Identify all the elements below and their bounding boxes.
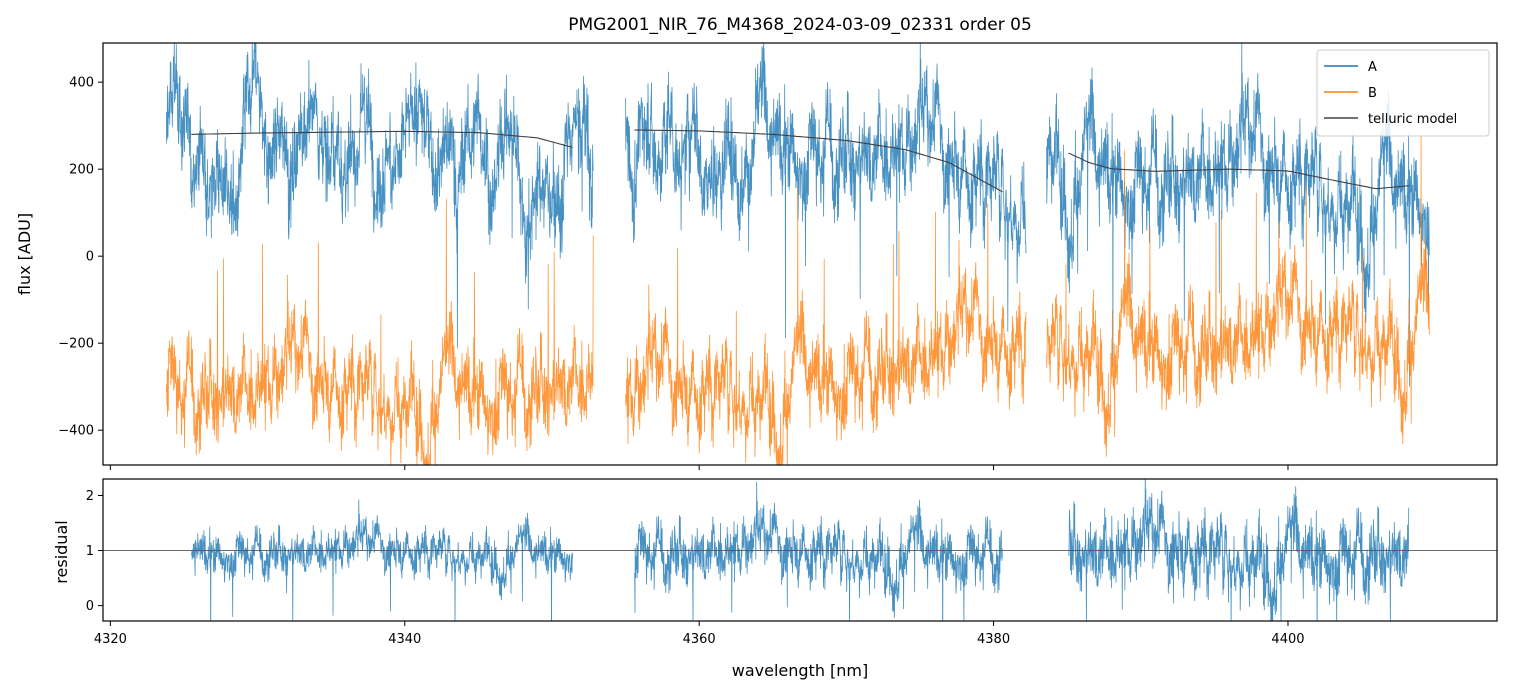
legend-frame	[1316, 49, 1490, 137]
spectrum-y-tick-label: −400	[58, 424, 94, 439]
series-residual-segment-3	[1068, 479, 1410, 621]
series-a-segment-2	[625, 43, 1027, 339]
series-telluric-model-line-1	[191, 130, 573, 148]
residual-panel: 0 1 2 4320 4340 4360 4380 4400 residual wavele…	[52, 478, 1498, 680]
x-tick-label: 4400	[1271, 632, 1304, 647]
residual-y-tick-label: 0	[86, 599, 94, 614]
legend: A B telluric model	[1316, 49, 1490, 137]
x-axis-label: wavelength [nm]	[732, 661, 869, 680]
series-b-line-2	[625, 188, 1027, 465]
series-a-line-2	[625, 43, 1027, 339]
series-residual-line-1	[190, 499, 573, 621]
x-tick-label: 4380	[977, 632, 1010, 647]
spectrum-y-axis-label: flux [ADU]	[15, 213, 34, 295]
legend-label-b: B	[1368, 86, 1377, 101]
residual-x-ticks: 4320 4340 4360 4380 4400	[94, 621, 1305, 647]
series-a-line-1	[165, 43, 594, 348]
spectrum-plot-area	[103, 43, 1497, 465]
legend-label-a: A	[1368, 60, 1377, 75]
series-residual-segment-1	[190, 499, 573, 621]
legend-label-telluric-model: telluric model	[1368, 112, 1457, 127]
x-tick-label: 4320	[94, 632, 127, 647]
x-tick-label: 4340	[388, 632, 421, 647]
series-residual-line-3	[1068, 479, 1410, 621]
series-residual-segment-2	[634, 481, 1003, 621]
residual-y-axis-label: residual	[52, 520, 71, 583]
series-b-segment-3	[1046, 136, 1430, 457]
series-telluric-model-line-3	[1068, 152, 1409, 190]
spectrum-y-tick-label: 400	[69, 76, 94, 91]
series-a-segment-1	[165, 43, 594, 348]
series-a-line-3	[1046, 43, 1430, 387]
spectrum-y-tick-label: 200	[69, 163, 94, 178]
spectrum-x-ticks	[109, 465, 1289, 470]
series-b-line-1	[165, 198, 594, 465]
series-b-line-3	[1046, 136, 1430, 457]
spectrum-y-tick-label: −200	[58, 337, 94, 352]
spectrum-axes-frame	[102, 42, 1498, 466]
series-b-segment-2	[625, 188, 1027, 465]
residual-data-layer	[103, 479, 1497, 621]
series-telluric-model-line-2	[634, 129, 1003, 193]
spectrum-y-tick-label: 0	[86, 250, 94, 265]
chart-title: PMG2001_NIR_76_M4368_2024-03-09_02331 or…	[568, 15, 1032, 35]
series-a-segment-3	[1046, 43, 1430, 387]
spectrum-panel: −400 −200 0 200 400 flux [ADU] A B telluric …	[15, 42, 1498, 470]
series-residual-line-2	[634, 481, 1003, 621]
series-b-segment-1	[165, 198, 594, 465]
residual-y-tick-label: 1	[86, 544, 94, 559]
residual-y-ticks: 0 1 2	[86, 489, 103, 614]
x-tick-label: 4360	[683, 632, 716, 647]
residual-axes-frame	[102, 478, 1498, 622]
residual-y-tick-label: 2	[86, 489, 94, 504]
spectrum-data-layer	[165, 43, 1430, 465]
spectrum-y-ticks: −400 −200 0 200 400	[58, 76, 103, 439]
